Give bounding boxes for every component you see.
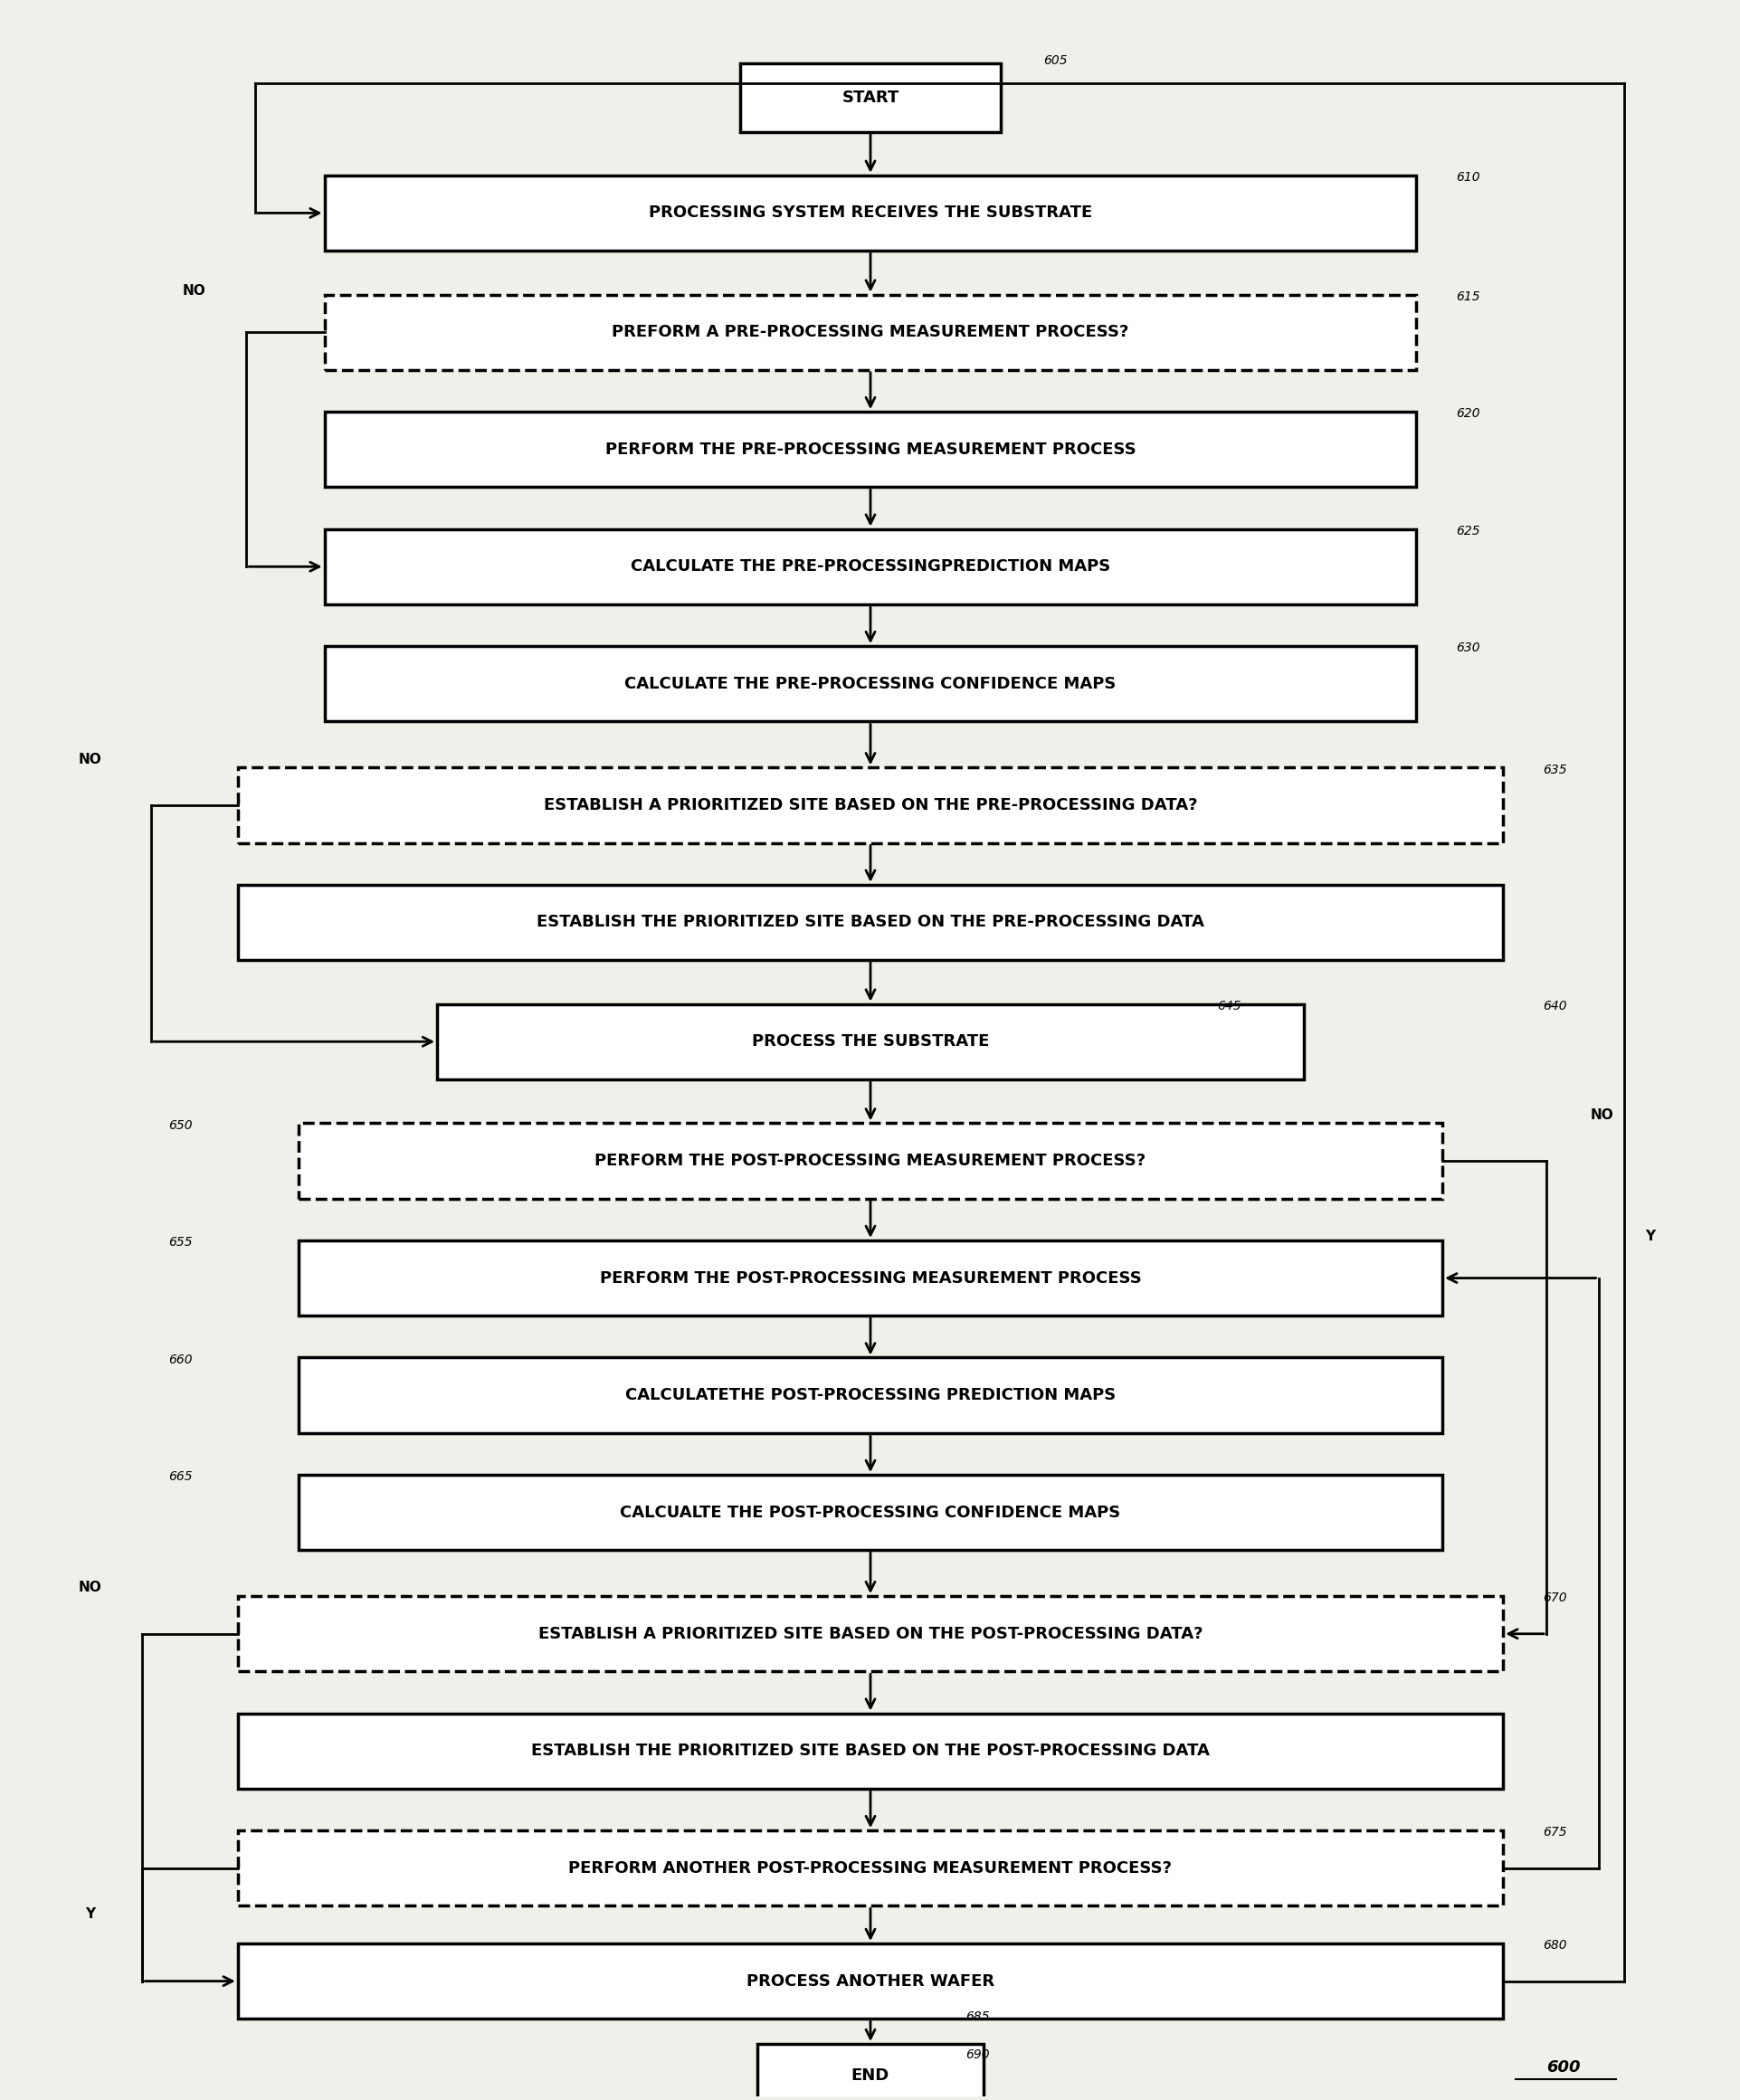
Bar — [740, 63, 1000, 132]
Text: NO: NO — [1589, 1109, 1613, 1121]
Text: NO: NO — [78, 752, 103, 766]
Bar — [238, 1596, 1502, 1672]
Text: CALCULATE THE PRE-PROCESSINGPREDICTION MAPS: CALCULATE THE PRE-PROCESSINGPREDICTION M… — [630, 559, 1110, 575]
Text: 610: 610 — [1456, 170, 1479, 185]
Bar — [324, 647, 1416, 722]
Bar — [238, 766, 1502, 842]
Text: 680: 680 — [1542, 1938, 1566, 1951]
Text: 605: 605 — [1044, 55, 1067, 67]
Text: ESTABLISH THE PRIORITIZED SITE BASED ON THE PRE-PROCESSING DATA: ESTABLISH THE PRIORITIZED SITE BASED ON … — [536, 914, 1204, 930]
Text: ESTABLISH A PRIORITIZED SITE BASED ON THE POST-PROCESSING DATA?: ESTABLISH A PRIORITIZED SITE BASED ON TH… — [538, 1625, 1202, 1642]
Text: 690: 690 — [966, 2048, 990, 2060]
Text: 670: 670 — [1542, 1592, 1566, 1604]
Text: PROCESS ANOTHER WAFER: PROCESS ANOTHER WAFER — [746, 1974, 994, 1989]
Text: 675: 675 — [1542, 1827, 1566, 1840]
Text: CALCUALTE THE POST-PROCESSING CONFIDENCE MAPS: CALCUALTE THE POST-PROCESSING CONFIDENCE… — [619, 1504, 1121, 1520]
Text: PERFORM THE POST-PROCESSING MEASUREMENT PROCESS: PERFORM THE POST-PROCESSING MEASUREMENT … — [599, 1270, 1141, 1285]
Bar — [238, 1831, 1502, 1907]
Text: 645: 645 — [1216, 1000, 1241, 1012]
Bar — [298, 1474, 1442, 1550]
Text: CALCULATETHE POST-PROCESSING PREDICTION MAPS: CALCULATETHE POST-PROCESSING PREDICTION … — [625, 1388, 1115, 1403]
Text: 665: 665 — [169, 1470, 193, 1483]
Bar — [238, 884, 1502, 960]
Text: 650: 650 — [169, 1119, 193, 1132]
Text: Y: Y — [85, 1907, 96, 1921]
Text: PERFORM ANOTHER POST-PROCESSING MEASUREMENT PROCESS?: PERFORM ANOTHER POST-PROCESSING MEASUREM… — [569, 1861, 1171, 1875]
Text: PERFORM THE PRE-PROCESSING MEASUREMENT PROCESS: PERFORM THE PRE-PROCESSING MEASUREMENT P… — [606, 441, 1134, 458]
Bar — [757, 2043, 983, 2100]
Text: 600: 600 — [1547, 2058, 1580, 2075]
Text: PROCESS THE SUBSTRATE: PROCESS THE SUBSTRATE — [752, 1033, 988, 1050]
Text: 660: 660 — [169, 1352, 193, 1365]
Bar — [324, 294, 1416, 370]
Text: 640: 640 — [1542, 1000, 1566, 1012]
Text: ESTABLISH THE PRIORITIZED SITE BASED ON THE POST-PROCESSING DATA: ESTABLISH THE PRIORITIZED SITE BASED ON … — [531, 1743, 1209, 1760]
Text: 625: 625 — [1456, 525, 1479, 538]
Text: NO: NO — [78, 1581, 103, 1594]
Bar — [298, 1357, 1442, 1432]
Text: PROCESSING SYSTEM RECEIVES THE SUBSTRATE: PROCESSING SYSTEM RECEIVES THE SUBSTRATE — [649, 206, 1091, 220]
Text: 620: 620 — [1456, 407, 1479, 420]
Text: ESTABLISH A PRIORITIZED SITE BASED ON THE PRE-PROCESSING DATA?: ESTABLISH A PRIORITIZED SITE BASED ON TH… — [543, 798, 1197, 813]
Text: 685: 685 — [966, 2010, 990, 2022]
Text: 630: 630 — [1456, 643, 1479, 655]
Text: 615: 615 — [1456, 290, 1479, 302]
Bar — [238, 1943, 1502, 2018]
Bar — [437, 1004, 1303, 1079]
Bar — [298, 1241, 1442, 1317]
Text: 655: 655 — [169, 1237, 193, 1250]
Bar — [324, 412, 1416, 487]
Text: PREFORM A PRE-PROCESSING MEASUREMENT PROCESS?: PREFORM A PRE-PROCESSING MEASUREMENT PRO… — [612, 323, 1128, 340]
Bar — [238, 1714, 1502, 1789]
Text: END: END — [851, 2066, 889, 2083]
Text: NO: NO — [183, 284, 205, 298]
Bar — [298, 1124, 1442, 1199]
Bar — [324, 529, 1416, 605]
Bar — [324, 176, 1416, 250]
Text: START: START — [842, 90, 898, 107]
Text: CALCULATE THE PRE-PROCESSING CONFIDENCE MAPS: CALCULATE THE PRE-PROCESSING CONFIDENCE … — [625, 676, 1115, 693]
Text: 635: 635 — [1542, 762, 1566, 775]
Text: Y: Y — [1644, 1228, 1655, 1243]
Text: PERFORM THE POST-PROCESSING MEASUREMENT PROCESS?: PERFORM THE POST-PROCESSING MEASUREMENT … — [595, 1153, 1145, 1170]
